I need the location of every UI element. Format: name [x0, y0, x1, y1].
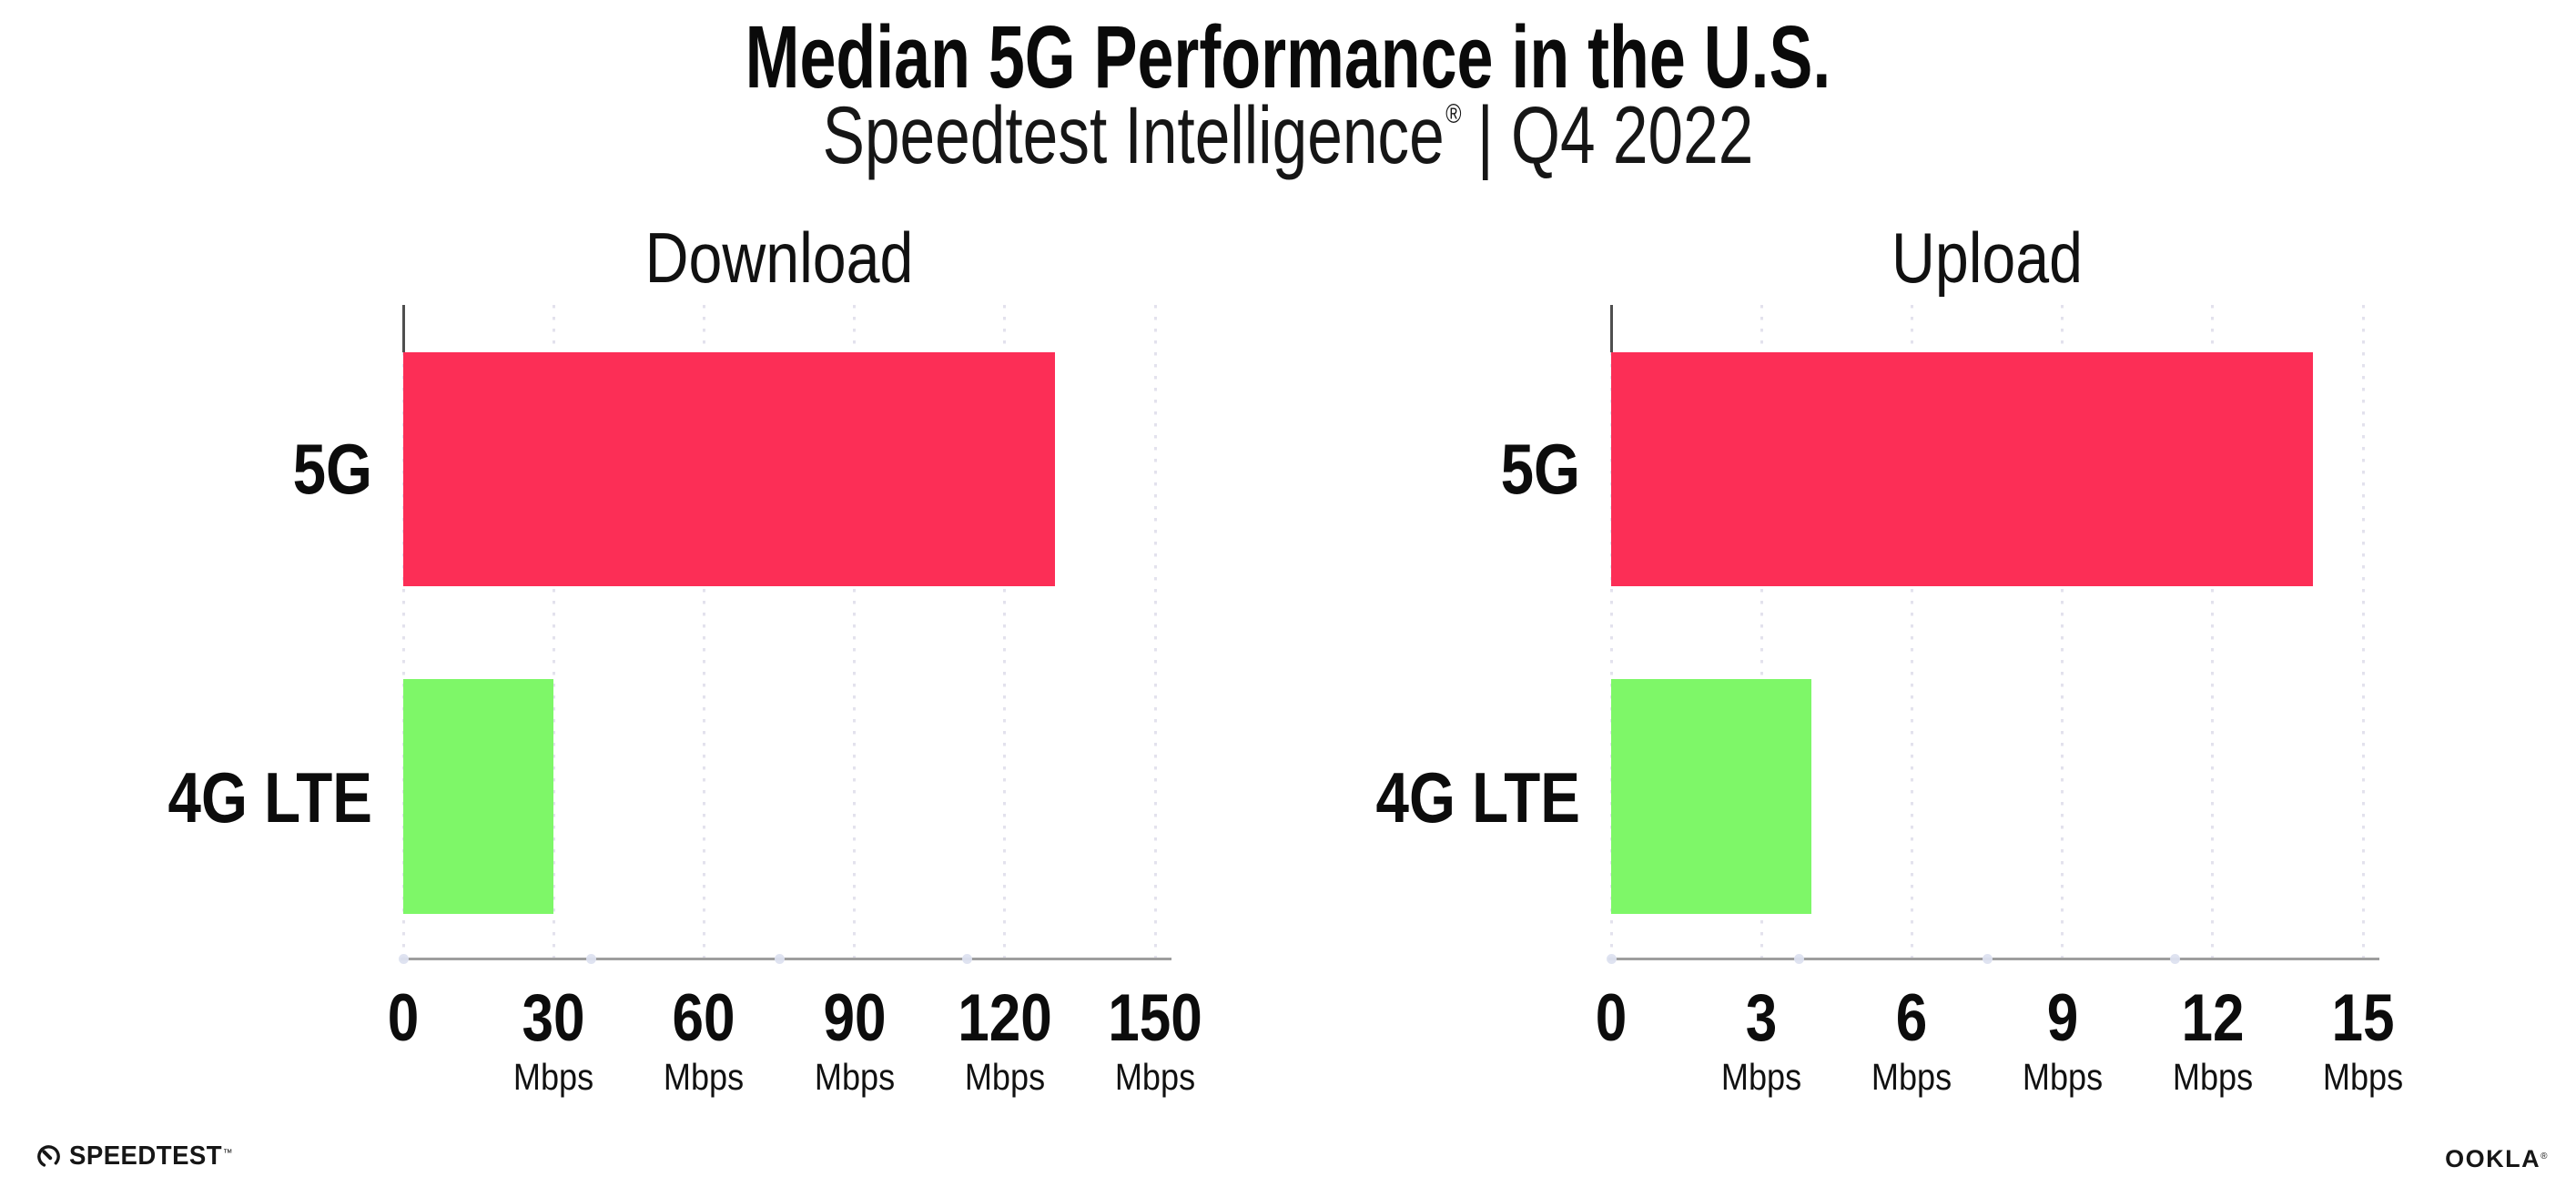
gridline [2361, 305, 2365, 959]
tick-0: 0 [1593, 985, 1630, 1059]
tick-unit-label: Mbps [2022, 1056, 2103, 1098]
ookla-wordmark: OOKLA [2445, 1145, 2541, 1172]
gridline [2211, 305, 2215, 959]
tick-unit-label: Mbps [664, 1056, 745, 1098]
tick-unit-label: Mbps [513, 1056, 594, 1098]
upload-x-axis-ticks: 0 3 Mbps 6 Mbps 9 Mbps 12 Mbps 15 Mbps [1596, 985, 2403, 1103]
gridline [2061, 305, 2064, 959]
tick-label: 12 [2181, 981, 2245, 1055]
upload-plot-area [1606, 305, 2379, 964]
page-title: Median 5G Performance in the U.S. [745, 7, 1831, 107]
axis-tick-dot [774, 953, 785, 964]
download-x-axis-ticks: 0 30 Mbps 60 Mbps 90 Mbps 120 Mbps 150 M… [388, 985, 1202, 1103]
speedtest-gauge-icon [36, 1144, 61, 1169]
gridline [1003, 305, 1007, 959]
upload-category-label-5g: 5G [1500, 429, 1580, 509]
speedtest-logo: SPEEDTEST™ [36, 1141, 241, 1172]
x-axis-line [1608, 957, 2379, 960]
registered-trademark-symbol: ® [2541, 1151, 2549, 1161]
tick-unit-label: Mbps [2172, 1056, 2253, 1098]
tick-label: 6 [1896, 981, 1928, 1055]
bar-4g-lte-upload [1611, 679, 1812, 914]
tick-label: 90 [823, 981, 887, 1055]
ookla-logo: OOKLA® [2445, 1145, 2549, 1173]
download-category-label-4g-lte: 4G LTE [167, 757, 372, 837]
gridline [702, 305, 705, 959]
gridline [1153, 305, 1157, 959]
axis-tick-dot [2170, 953, 2180, 964]
bar-4g-lte-download [403, 679, 554, 914]
axis-tick-dot [586, 953, 596, 964]
gridline [1609, 305, 1613, 959]
axis-tick-dot [1794, 953, 1804, 964]
subtitle-brand: Speedtest Intelligence [822, 89, 1445, 180]
tick-label: 15 [2331, 981, 2395, 1055]
tick-60: 60 Mbps [658, 985, 749, 1096]
y-axis-line [401, 305, 405, 352]
upload-category-label-4g-lte: 4G LTE [1375, 757, 1580, 837]
y-axis-line [1609, 305, 1613, 352]
x-axis-line [401, 957, 1171, 960]
tick-15: 15 Mbps [2317, 985, 2409, 1096]
download-category-label-5g: 5G [292, 429, 372, 509]
axis-tick-dot [1982, 953, 1993, 964]
bar-5g-download [403, 352, 1055, 586]
subtitle-period: | Q4 2022 [1476, 89, 1754, 180]
tick-unit-label: Mbps [1721, 1056, 1802, 1098]
gridline [552, 305, 555, 959]
tick-6: 6 Mbps [1866, 985, 1957, 1096]
gridline [401, 305, 405, 959]
download-chart-title: Download [644, 218, 914, 298]
tick-0: 0 [385, 985, 422, 1059]
tick-120: 120 Mbps [949, 985, 1060, 1096]
download-plot-area [398, 305, 1171, 964]
tick-label: 150 [1108, 981, 1202, 1055]
trademark-symbol: ™ [223, 1148, 233, 1159]
speedtest-wordmark: SPEEDTEST™ [69, 1141, 233, 1171]
tick-9: 9 Mbps [2016, 985, 2107, 1096]
gridline [853, 305, 857, 959]
axis-tick-dot [1606, 953, 1617, 964]
tick-30: 30 Mbps [508, 985, 599, 1096]
tick-unit-label: Mbps [1871, 1056, 1952, 1098]
tick-3: 3 Mbps [1716, 985, 1807, 1096]
tick-unit-label: Mbps [964, 1056, 1045, 1098]
gridline [1760, 305, 1763, 959]
tick-label: 9 [2046, 981, 2078, 1055]
tick-label: 0 [387, 981, 420, 1055]
tick-label: 60 [672, 981, 735, 1055]
tick-label: 120 [958, 981, 1052, 1055]
registered-trademark-symbol: ® [1445, 99, 1462, 129]
tick-label: 30 [522, 981, 585, 1055]
tick-12: 12 Mbps [2167, 985, 2258, 1096]
tick-label: 0 [1595, 981, 1628, 1055]
axis-tick-dot [398, 953, 409, 964]
tick-unit-label: Mbps [814, 1056, 895, 1098]
tick-90: 90 Mbps [808, 985, 899, 1096]
upload-chart-title: Upload [1891, 218, 2084, 298]
tick-unit-label: Mbps [2322, 1056, 2404, 1098]
tick-label: 3 [1745, 981, 1778, 1055]
tick-unit-label: Mbps [1114, 1056, 1196, 1098]
gridline [1910, 305, 1913, 959]
page-subtitle: Speedtest Intelligence® | Q4 2022 [283, 92, 2292, 178]
bar-5g-upload [1611, 352, 2313, 586]
tick-150: 150 Mbps [1100, 985, 1211, 1096]
axis-tick-dot [962, 953, 972, 964]
